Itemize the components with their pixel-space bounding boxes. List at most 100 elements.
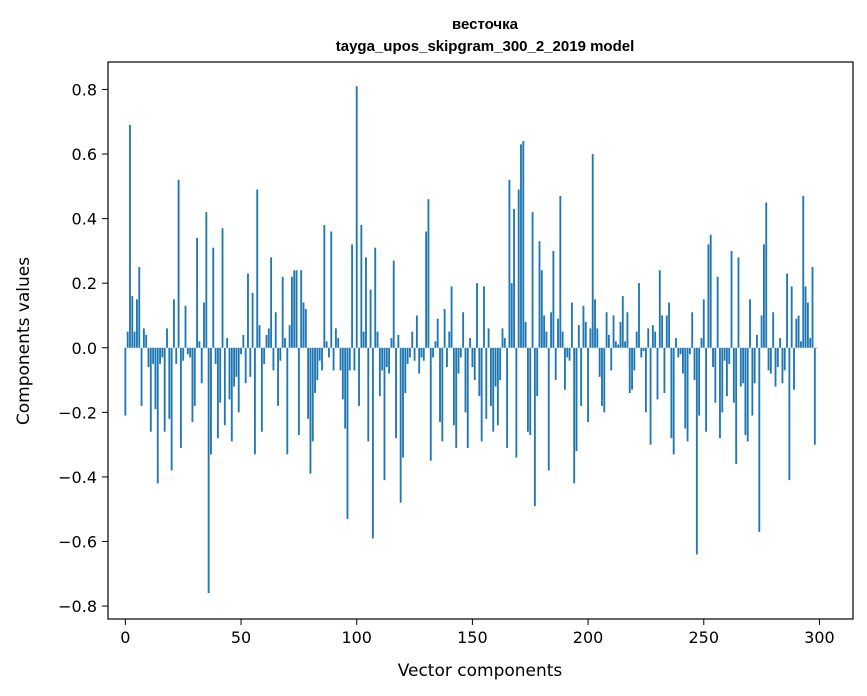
bar-153 (478, 347, 481, 397)
bar-102 (360, 225, 363, 348)
plot-frame (107, 61, 854, 620)
bar-12 (152, 347, 155, 364)
bar-40 (216, 347, 219, 439)
bar-233 (663, 347, 666, 393)
bar-273 (756, 334, 758, 348)
bar-177 (533, 347, 536, 506)
bar-5 (136, 299, 138, 348)
bar-122 (406, 347, 409, 364)
bar-281 (774, 347, 777, 387)
bar-33 (200, 347, 203, 384)
bar-240 (679, 347, 682, 355)
bar-148 (466, 347, 469, 448)
x-tick-label-5: 250 (688, 628, 719, 647)
bar-29 (191, 347, 194, 423)
bar-265 (737, 257, 740, 348)
bar-139 (446, 347, 448, 368)
x-tick-label-1: 50 (231, 628, 251, 647)
bar-208 (605, 312, 608, 348)
bar-35 (205, 212, 208, 348)
bar-264 (735, 347, 738, 465)
bar-185 (552, 250, 555, 348)
bar-270 (749, 299, 751, 348)
bar-54 (249, 347, 252, 377)
bar-147 (464, 347, 467, 413)
bar-133 (432, 347, 434, 358)
bar-75 (297, 347, 300, 435)
bar-212 (614, 341, 617, 348)
bar-63 (270, 257, 273, 348)
x-tick-label-4: 200 (573, 628, 604, 647)
bar-298 (813, 347, 816, 445)
bar-14 (156, 347, 159, 484)
bar-61 (265, 334, 268, 348)
bar-236 (670, 347, 673, 439)
bar-119 (399, 347, 402, 503)
bar-223 (640, 347, 643, 358)
bar-1 (126, 331, 129, 348)
bar-204 (596, 328, 599, 348)
bar-93 (339, 347, 342, 371)
bar-137 (441, 347, 444, 442)
bar-130 (425, 231, 428, 348)
bar-0 (124, 347, 127, 416)
bar-77 (302, 302, 305, 348)
bar-297 (811, 267, 814, 348)
bar-234 (665, 315, 668, 348)
bar-134 (434, 341, 437, 348)
bar-285 (783, 347, 786, 371)
y-tick-label-4: 0.0 (72, 339, 97, 358)
x-axis-label: Vector components (398, 661, 563, 681)
bar-53 (247, 273, 249, 348)
bar-114 (388, 347, 391, 374)
bar-82 (314, 347, 316, 393)
bar-144 (457, 347, 460, 374)
bar-288 (790, 286, 793, 348)
bar-16 (161, 347, 164, 358)
bar-230 (656, 347, 659, 400)
bar-198 (582, 305, 585, 348)
bar-95 (344, 347, 347, 429)
bar-249 (700, 338, 703, 348)
bar-252 (707, 244, 710, 348)
bar-174 (527, 347, 529, 432)
bar-261 (728, 347, 731, 364)
bar-218 (628, 347, 631, 393)
bar-146 (462, 312, 465, 348)
bar-179 (538, 241, 541, 348)
bar-98 (351, 244, 354, 348)
bar-17 (163, 347, 166, 432)
bar-162 (499, 347, 502, 381)
bar-225 (645, 347, 647, 413)
bar-55 (251, 292, 254, 348)
bar-156 (485, 347, 488, 419)
bar-193 (570, 302, 573, 348)
bar-142 (452, 347, 455, 426)
x-tick-label-6: 300 (804, 628, 835, 647)
bar-107 (371, 347, 374, 539)
bar-235 (668, 302, 670, 348)
bar-196 (577, 325, 580, 348)
bar-275 (760, 315, 763, 348)
bar-244 (688, 347, 691, 355)
bar-238 (675, 338, 677, 348)
bar-70 (286, 347, 289, 455)
bar-30 (193, 347, 196, 406)
bar-106 (369, 289, 372, 348)
bar-36 (207, 347, 210, 594)
bar-227 (649, 347, 652, 445)
bar-104 (365, 257, 367, 348)
bar-145 (459, 347, 462, 358)
y-axis-ticks: −0.8 −0.6 −0.4 −0.2 0.0 0.2 0.4 0.6 0.8 (58, 80, 108, 616)
bar-105 (367, 347, 370, 442)
bar-161 (496, 347, 499, 426)
bar-59 (260, 347, 263, 432)
bar-89 (330, 231, 333, 348)
bar-22 (175, 347, 178, 364)
bar-173 (524, 321, 527, 348)
bar-272 (753, 347, 756, 384)
bar-113 (385, 347, 388, 368)
x-axis-ticks: 0 50 100 150 200 250 300 (120, 619, 835, 647)
bar-60 (263, 347, 266, 364)
bar-143 (455, 347, 458, 448)
